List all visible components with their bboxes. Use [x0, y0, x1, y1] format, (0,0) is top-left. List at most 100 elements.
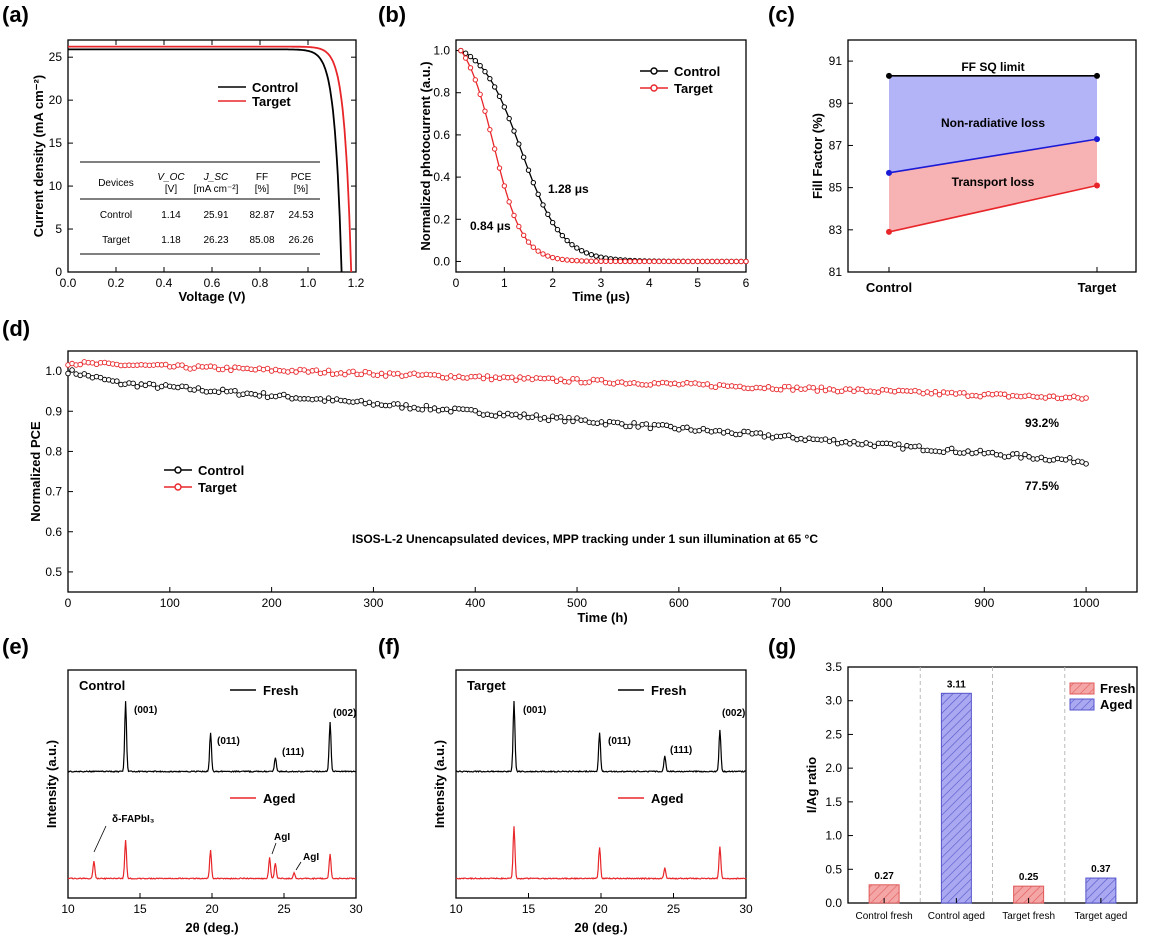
category-label: Control aged — [928, 911, 985, 922]
table-cell: 82.87 — [249, 210, 274, 221]
x-tick-label: 20 — [594, 902, 608, 916]
ff-point — [1094, 136, 1100, 143]
decay-point-target — [646, 258, 653, 265]
y-tick-label: 25 — [49, 50, 63, 64]
stability-point-control — [260, 390, 267, 396]
stability-point-control — [574, 415, 580, 421]
decay-point-control — [530, 179, 537, 186]
stability-point-control — [325, 395, 332, 401]
y-tick-label: 0.8 — [433, 86, 450, 100]
stability-point-control — [134, 384, 140, 390]
stability-point-target — [358, 371, 364, 378]
decay-point-control — [516, 141, 522, 147]
stability-point-control — [443, 406, 450, 412]
panel-a-xlabel: Voltage (V) — [179, 289, 246, 304]
decay-point-target — [506, 199, 512, 205]
y-tick-label: 1.0 — [825, 829, 842, 843]
decay-point-control — [491, 84, 498, 90]
legend-d-control-label: Control — [198, 463, 244, 478]
stability-point-target — [443, 375, 450, 381]
pointer-line — [271, 842, 277, 855]
legend-fresh-label: Fresh — [1100, 681, 1135, 696]
decay-point-target — [636, 258, 643, 265]
panel-d-ylabel: Normalized PCE — [28, 421, 43, 522]
stability-point-target — [936, 391, 943, 398]
decay-point-target — [569, 257, 575, 264]
decay-point-target — [559, 256, 566, 263]
stability-point-target — [777, 387, 784, 393]
x-tick-label: 0.0 — [60, 276, 77, 290]
x-tick-label: 800 — [872, 596, 892, 610]
decay-point-target — [516, 223, 522, 230]
stability-point-control — [448, 409, 454, 415]
legend-fresh-label: Fresh — [651, 683, 686, 698]
decay-point-target — [578, 258, 585, 264]
panel-b-photocurrent-chart: 0 1 2 3 4 5 6 0.0 0.2 0.4 0.6 0.8 1.0 Time (μs) Normal… — [418, 39, 750, 304]
stability-point-target — [513, 377, 519, 383]
panel-label-f: (f) — [378, 634, 400, 659]
stability-point-target — [211, 364, 218, 370]
stability-point-target — [712, 384, 719, 391]
decay-point-target — [574, 258, 580, 264]
table-header-devices: Devices — [98, 178, 134, 189]
ff-line-1 — [888, 138, 1098, 174]
bar-value-label: 0.25 — [1019, 872, 1039, 883]
stability-point-control — [598, 419, 605, 425]
legend-control-label: Control — [252, 80, 298, 95]
panel-g-ratio-bar-chart: 0.0 0.5 1.0 1.5 2.0 2.5 3.0 3.5 I/Ag ratio 0.27 Co… — [804, 660, 1138, 922]
decay-point-control — [569, 241, 575, 248]
decay-point-control — [501, 104, 508, 110]
peak-label: (002) — [722, 708, 745, 719]
decay-point-target — [627, 258, 633, 265]
bar-value-label: 0.27 — [874, 871, 894, 882]
decay-point-target — [714, 258, 720, 265]
panel-b-ylabel: Normalized photocurrent (a.u.) — [418, 61, 433, 250]
decay-point-target — [598, 258, 604, 265]
stability-point-target — [810, 384, 816, 391]
stability-point-control — [627, 423, 633, 430]
decay-point-target — [535, 248, 541, 254]
table-cell: 25.91 — [203, 210, 228, 221]
decay-point-target — [622, 258, 628, 265]
stability-point-target — [480, 375, 487, 382]
y-tick-label: 83 — [829, 223, 843, 237]
x-tick-label: 700 — [771, 596, 791, 610]
x-tick-label: 30 — [349, 902, 363, 916]
panel-a-jv-chart: 0.0 0.2 0.4 0.6 0.8 1.0 1.2 0 5 10 15 20 25 Voltage (… — [31, 39, 365, 304]
stability-point-control — [65, 370, 71, 377]
table-header-4: PCE — [291, 172, 312, 183]
xrd-fresh-trace — [67, 701, 357, 774]
stability-point-target — [859, 386, 865, 393]
stability-point-target — [574, 376, 580, 382]
legend-d-target-label: Target — [198, 480, 237, 495]
stability-point-control — [492, 413, 499, 419]
decay-point-target — [704, 258, 711, 265]
ff-sq-limit-label: FF SQ limit — [961, 60, 1024, 74]
decay-point-control — [564, 237, 570, 244]
stability-point-target — [847, 386, 853, 392]
table-cell: 1.18 — [161, 235, 181, 246]
y-tick-label: 0.0 — [825, 896, 842, 910]
decay-point-control — [520, 154, 527, 160]
stability-point-control — [1062, 457, 1069, 463]
stability-point-target — [220, 366, 226, 373]
table-cell: 26.26 — [288, 235, 313, 246]
x-tick-label: 900 — [974, 596, 994, 610]
stability-point-control — [948, 445, 955, 452]
stability-point-control — [517, 414, 523, 420]
decay-point-control — [583, 250, 590, 256]
x-tick-label: 500 — [567, 596, 587, 610]
legend-aged-label: Aged — [1100, 697, 1133, 712]
stability-point-control — [1026, 454, 1032, 460]
bar-control-aged — [940, 692, 972, 904]
decay-point-target — [482, 108, 488, 114]
panel-a-ylabel: Current density (mA cm⁻²) — [31, 75, 46, 237]
decay-point-target — [617, 258, 624, 265]
y-tick-label: 0.6 — [433, 128, 450, 142]
legend-target-label: Target — [252, 94, 291, 109]
peak-label: (011) — [608, 736, 631, 747]
aged-label-agi-1: AgI — [274, 832, 290, 843]
x-tick-label: 15 — [522, 902, 536, 916]
stability-point-control — [366, 399, 373, 406]
